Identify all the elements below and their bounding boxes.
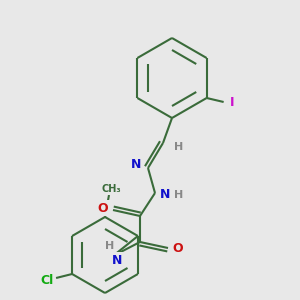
Text: O: O <box>98 202 108 214</box>
Text: CH₃: CH₃ <box>101 184 121 194</box>
Text: H: H <box>174 142 184 152</box>
Text: N: N <box>112 254 122 266</box>
Text: H: H <box>174 190 184 200</box>
Text: N: N <box>131 158 141 170</box>
Text: H: H <box>105 241 115 251</box>
Text: N: N <box>160 188 170 202</box>
Text: O: O <box>173 242 183 256</box>
Text: I: I <box>230 95 234 109</box>
Text: Cl: Cl <box>40 274 54 286</box>
